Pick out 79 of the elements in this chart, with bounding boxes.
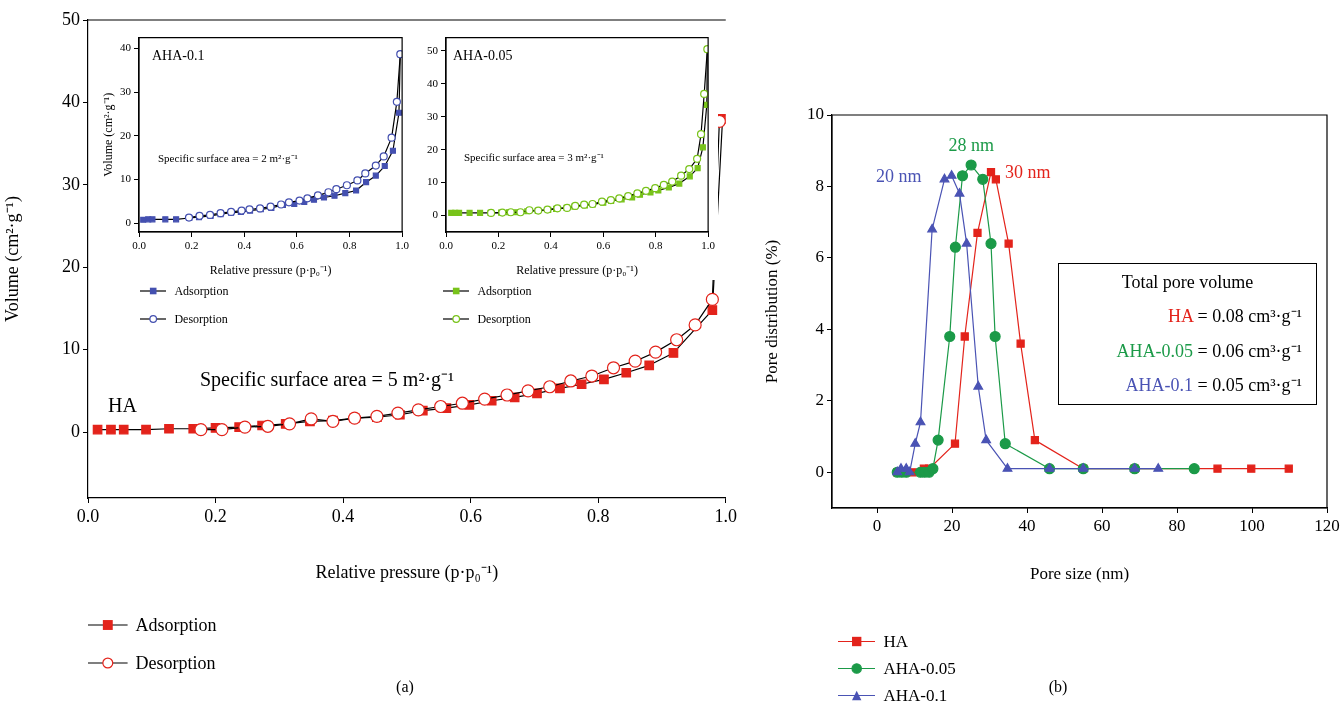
- y-tick-label: 0: [815, 461, 824, 481]
- x-tick-label: 0.4: [331, 505, 355, 526]
- x-axis-title: Relative pressure (p·p₀⁻¹): [209, 262, 332, 277]
- x-tick-label: 60: [1093, 515, 1111, 535]
- y-tick-label: 0: [432, 208, 439, 221]
- x-tick-label: 20: [943, 515, 961, 535]
- text: HA: [108, 394, 138, 416]
- y-axis-title: Volume (cm²·g⁻¹): [101, 92, 116, 177]
- annotation: HA = 0.08 cm³·g⁻¹: [1168, 306, 1302, 327]
- y-tick-label: 30: [120, 85, 132, 98]
- y-tick-label: 30: [62, 173, 80, 194]
- x-tick-label: 1.0: [395, 239, 410, 252]
- x-tick-label: 0.0: [439, 239, 454, 252]
- x-tick-label: 0.6: [596, 239, 611, 252]
- y-tick-label: 8: [815, 175, 824, 195]
- legend-label: AHA-0.05: [883, 658, 956, 679]
- annotation: Total pore volume: [1120, 272, 1255, 293]
- x-tick-label: 0.2: [204, 505, 227, 526]
- y-tick-label: 4: [815, 318, 825, 338]
- y-tick-label: 10: [62, 338, 80, 359]
- x-tick-label: 0.0: [132, 239, 147, 252]
- y-tick-label: 30: [427, 109, 439, 122]
- x-tick-label: 1.0: [701, 239, 716, 252]
- x-tick-label: 0.4: [543, 239, 559, 252]
- x-tick-label: 0.2: [491, 239, 506, 252]
- y-tick-label: 10: [427, 175, 439, 188]
- x-axis-title: Relative pressure (p·p₀⁻¹): [516, 262, 638, 277]
- y-tick-label: 10: [120, 172, 132, 185]
- y-tick-label: 40: [427, 76, 439, 89]
- y-tick-label: 50: [62, 8, 80, 29]
- legend-label: Desorption: [174, 311, 228, 327]
- y-tick-label: 40: [62, 91, 80, 112]
- x-tick-label: 40: [1018, 515, 1036, 535]
- y-tick-label: 2: [815, 390, 824, 410]
- annotation: AHA-0.05 = 0.06 cm³·g⁻¹: [1116, 340, 1302, 361]
- annotation: 30 nm: [1005, 162, 1051, 183]
- y-tick-label: 20: [62, 255, 80, 276]
- x-tick-label: 0.8: [648, 239, 664, 252]
- legend-label: Adsorption: [477, 283, 532, 299]
- legend-label: Adsorption: [174, 283, 229, 299]
- x-tick-label: 0.8: [586, 505, 610, 526]
- x-tick-label: 100: [1239, 515, 1265, 535]
- annotation: Specific surface area = 2 m²·g⁻¹: [158, 152, 298, 164]
- x-tick-label: 1.0: [714, 505, 737, 526]
- x-axis-title: Relative pressure (p·p₀⁻¹): [315, 561, 499, 583]
- annotation: 20 nm: [876, 165, 922, 186]
- legend-label: AHA-0.1: [883, 685, 948, 706]
- legend-label: HA: [883, 631, 908, 652]
- y-tick-label: 40: [120, 41, 132, 54]
- x-tick-label: 0.0: [76, 505, 100, 526]
- x-tick-label: 80: [1168, 515, 1186, 535]
- text: (a): [395, 678, 415, 696]
- annotation: Specific surface area = 3 m²·g⁻¹: [464, 151, 604, 163]
- x-axis-title: Pore size (nm): [1029, 564, 1130, 584]
- text: AHA-0.05: [453, 48, 513, 63]
- y-axis-title: Pore distribution (%): [761, 239, 781, 384]
- annotation: Specific surface area = 5 m²·g⁻¹: [200, 368, 455, 391]
- x-tick-label: 0.2: [184, 239, 199, 252]
- legend-label: Desorption: [477, 311, 531, 327]
- x-tick-label: 120: [1314, 515, 1340, 535]
- legend-label: Desorption: [135, 652, 216, 674]
- annotation: AHA-0.1 = 0.05 cm³·g⁻¹: [1125, 374, 1302, 395]
- y-tick-label: 0: [71, 420, 80, 441]
- x-tick-label: 0.8: [342, 239, 357, 252]
- x-tick-label: 0.4: [237, 239, 252, 252]
- y-tick-label: 50: [427, 43, 439, 56]
- y-tick-label: 6: [815, 247, 824, 267]
- text: AHA-0.1: [152, 48, 205, 63]
- y-axis-title: Volume (cm²·g⁻¹): [1, 196, 23, 322]
- y-tick-label: 0: [125, 216, 132, 229]
- text: (b): [1047, 678, 1069, 696]
- x-tick-label: 0.6: [290, 239, 305, 252]
- x-tick-label: 0: [872, 515, 882, 535]
- annotation: 28 nm: [948, 135, 994, 156]
- y-tick-label: 20: [120, 128, 132, 141]
- x-tick-label: 0.6: [459, 505, 482, 526]
- y-tick-label: 10: [807, 104, 824, 124]
- legend-label: Adsorption: [135, 614, 217, 636]
- y-tick-label: 20: [427, 142, 439, 155]
